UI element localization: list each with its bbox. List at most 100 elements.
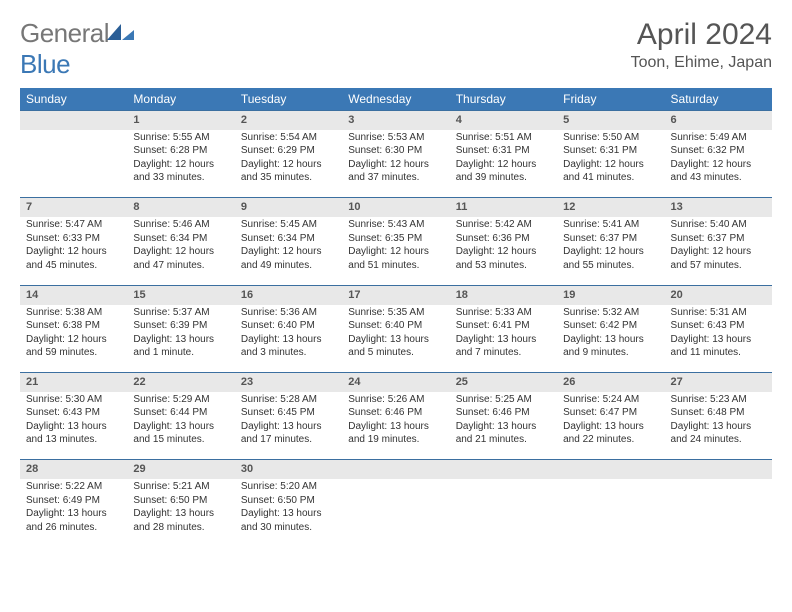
sunrise-line: Sunrise: 5:23 AM [671, 393, 766, 407]
day-info-cell: Sunrise: 5:31 AMSunset: 6:43 PMDaylight:… [665, 305, 772, 373]
day-info-cell: Sunrise: 5:35 AMSunset: 6:40 PMDaylight:… [342, 305, 449, 373]
day-info-cell: Sunrise: 5:42 AMSunset: 6:36 PMDaylight:… [450, 217, 557, 285]
day-number-cell [450, 460, 557, 479]
sunrise-line: Sunrise: 5:37 AM [133, 306, 228, 320]
brand-part1: General [20, 18, 109, 48]
daylight-line-1: Daylight: 12 hours [133, 245, 228, 259]
sunset-line: Sunset: 6:48 PM [671, 406, 766, 420]
daylight-line-2: and 21 minutes. [456, 433, 551, 447]
sunset-line: Sunset: 6:50 PM [133, 494, 228, 508]
sunrise-line: Sunrise: 5:25 AM [456, 393, 551, 407]
daylight-line-2: and 59 minutes. [26, 346, 121, 360]
daylight-line-1: Daylight: 12 hours [26, 245, 121, 259]
daylight-line-1: Daylight: 12 hours [241, 158, 336, 172]
sunrise-line: Sunrise: 5:50 AM [563, 131, 658, 145]
day-number-cell: 10 [342, 198, 449, 217]
week-daynum-row: 282930 [20, 460, 772, 479]
daylight-line-1: Daylight: 13 hours [26, 507, 121, 521]
day-info-cell: Sunrise: 5:28 AMSunset: 6:45 PMDaylight:… [235, 392, 342, 460]
week-info-row: Sunrise: 5:47 AMSunset: 6:33 PMDaylight:… [20, 217, 772, 285]
day-info-cell: Sunrise: 5:41 AMSunset: 6:37 PMDaylight:… [557, 217, 664, 285]
sunrise-line: Sunrise: 5:33 AM [456, 306, 551, 320]
day-number-cell: 23 [235, 373, 342, 392]
daylight-line-1: Daylight: 12 hours [563, 245, 658, 259]
day-info-cell: Sunrise: 5:55 AMSunset: 6:28 PMDaylight:… [127, 130, 234, 198]
sunrise-line: Sunrise: 5:46 AM [133, 218, 228, 232]
day-info-cell: Sunrise: 5:40 AMSunset: 6:37 PMDaylight:… [665, 217, 772, 285]
sunset-line: Sunset: 6:49 PM [26, 494, 121, 508]
daylight-line-1: Daylight: 12 hours [133, 158, 228, 172]
sunrise-line: Sunrise: 5:38 AM [26, 306, 121, 320]
sunrise-line: Sunrise: 5:40 AM [671, 218, 766, 232]
daylight-line-1: Daylight: 13 hours [241, 420, 336, 434]
sunrise-line: Sunrise: 5:30 AM [26, 393, 121, 407]
col-tuesday: Tuesday [235, 88, 342, 111]
week-info-row: Sunrise: 5:55 AMSunset: 6:28 PMDaylight:… [20, 130, 772, 198]
week-info-row: Sunrise: 5:22 AMSunset: 6:49 PMDaylight:… [20, 479, 772, 547]
daylight-line-2: and 5 minutes. [348, 346, 443, 360]
sunset-line: Sunset: 6:32 PM [671, 144, 766, 158]
col-sunday: Sunday [20, 88, 127, 111]
week-daynum-row: 78910111213 [20, 198, 772, 217]
daylight-line-1: Daylight: 13 hours [671, 333, 766, 347]
month-title: April 2024 [631, 18, 772, 52]
day-info-cell [450, 479, 557, 547]
week-daynum-row: 14151617181920 [20, 285, 772, 304]
daylight-line-2: and 47 minutes. [133, 259, 228, 273]
day-number-cell: 11 [450, 198, 557, 217]
daylight-line-1: Daylight: 13 hours [26, 420, 121, 434]
header: GeneralBlue April 2024 Toon, Ehime, Japa… [20, 18, 772, 80]
daylight-line-2: and 28 minutes. [133, 521, 228, 535]
sunrise-line: Sunrise: 5:22 AM [26, 480, 121, 494]
daylight-line-1: Daylight: 13 hours [133, 507, 228, 521]
day-number-cell [557, 460, 664, 479]
day-number-cell: 3 [342, 111, 449, 130]
day-number-cell: 29 [127, 460, 234, 479]
week-daynum-row: 21222324252627 [20, 373, 772, 392]
day-number-cell: 18 [450, 285, 557, 304]
daylight-line-1: Daylight: 13 hours [241, 333, 336, 347]
sunset-line: Sunset: 6:35 PM [348, 232, 443, 246]
daylight-line-1: Daylight: 13 hours [133, 333, 228, 347]
daylight-line-2: and 41 minutes. [563, 171, 658, 185]
sunrise-line: Sunrise: 5:21 AM [133, 480, 228, 494]
sunset-line: Sunset: 6:45 PM [241, 406, 336, 420]
brand-text: GeneralBlue [20, 18, 135, 80]
sunrise-line: Sunrise: 5:43 AM [348, 218, 443, 232]
day-number-cell: 28 [20, 460, 127, 479]
day-number-cell: 25 [450, 373, 557, 392]
daylight-line-1: Daylight: 12 hours [348, 245, 443, 259]
col-saturday: Saturday [665, 88, 772, 111]
sunset-line: Sunset: 6:37 PM [563, 232, 658, 246]
daylight-line-2: and 22 minutes. [563, 433, 658, 447]
sunset-line: Sunset: 6:43 PM [671, 319, 766, 333]
daylight-line-2: and 35 minutes. [241, 171, 336, 185]
sunset-line: Sunset: 6:29 PM [241, 144, 336, 158]
daylight-line-2: and 1 minute. [133, 346, 228, 360]
day-info-cell: Sunrise: 5:50 AMSunset: 6:31 PMDaylight:… [557, 130, 664, 198]
daylight-line-1: Daylight: 12 hours [456, 158, 551, 172]
day-number-cell: 21 [20, 373, 127, 392]
day-info-cell: Sunrise: 5:38 AMSunset: 6:38 PMDaylight:… [20, 305, 127, 373]
daylight-line-2: and 24 minutes. [671, 433, 766, 447]
day-info-cell: Sunrise: 5:25 AMSunset: 6:46 PMDaylight:… [450, 392, 557, 460]
col-wednesday: Wednesday [342, 88, 449, 111]
daylight-line-2: and 15 minutes. [133, 433, 228, 447]
sunrise-line: Sunrise: 5:26 AM [348, 393, 443, 407]
sunrise-line: Sunrise: 5:32 AM [563, 306, 658, 320]
sunset-line: Sunset: 6:36 PM [456, 232, 551, 246]
day-info-cell [20, 130, 127, 198]
day-number-cell: 22 [127, 373, 234, 392]
day-number-cell: 5 [557, 111, 664, 130]
day-number-cell: 1 [127, 111, 234, 130]
day-info-cell: Sunrise: 5:47 AMSunset: 6:33 PMDaylight:… [20, 217, 127, 285]
day-info-cell: Sunrise: 5:23 AMSunset: 6:48 PMDaylight:… [665, 392, 772, 460]
daylight-line-1: Daylight: 13 hours [563, 420, 658, 434]
day-number-cell: 30 [235, 460, 342, 479]
day-number-cell: 8 [127, 198, 234, 217]
sunset-line: Sunset: 6:38 PM [26, 319, 121, 333]
sunset-line: Sunset: 6:46 PM [456, 406, 551, 420]
day-info-cell: Sunrise: 5:53 AMSunset: 6:30 PMDaylight:… [342, 130, 449, 198]
day-number-cell: 17 [342, 285, 449, 304]
calendar-page: GeneralBlue April 2024 Toon, Ehime, Japa… [0, 0, 792, 547]
